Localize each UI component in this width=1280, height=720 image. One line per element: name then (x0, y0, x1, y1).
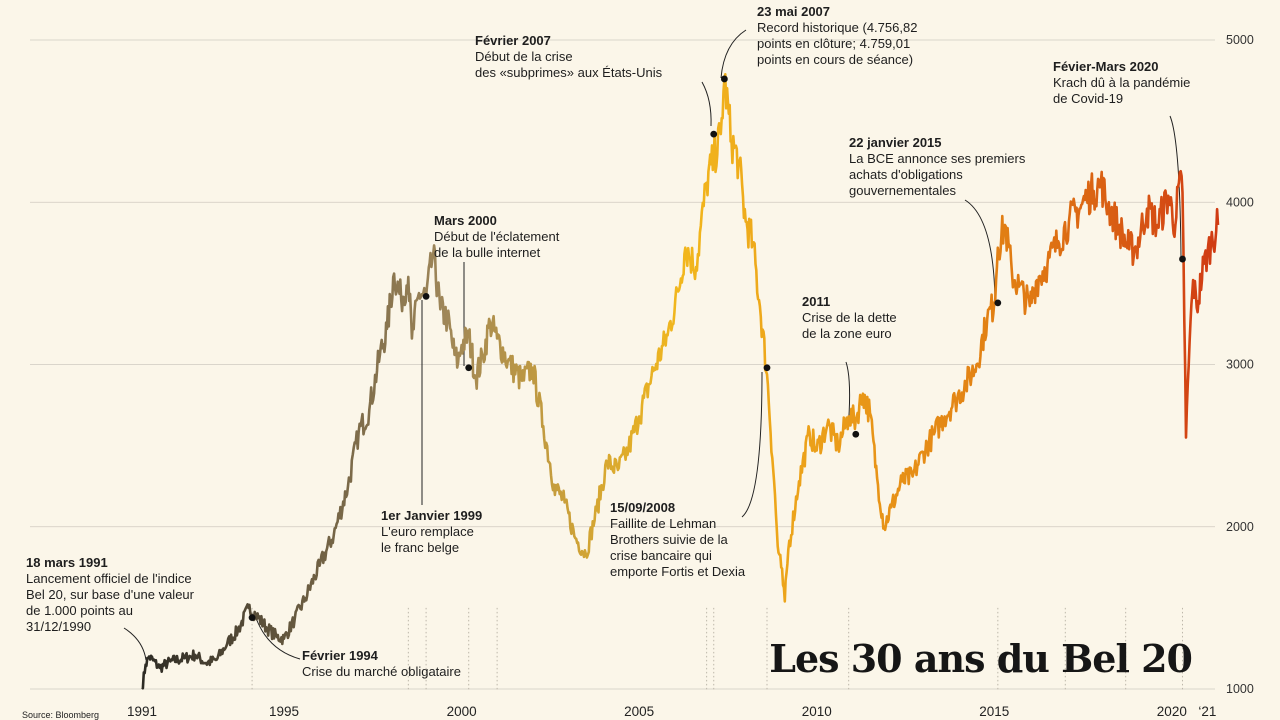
event-marker (710, 130, 718, 138)
annotation-heading: 23 mai 2007 (757, 4, 831, 19)
annotation-line: de Covid-19 (1053, 91, 1124, 106)
annotation-line: de la zone euro (802, 326, 892, 341)
x-tick-label: 2010 (802, 704, 832, 719)
event-marker (248, 614, 256, 622)
x-tick-label: 2015 (979, 704, 1009, 719)
annotation-connector (964, 199, 996, 303)
annotation-heading: Février 1994 (302, 648, 378, 663)
annotation-line: de la bulle internet (434, 245, 541, 260)
event-marker (994, 299, 1002, 307)
annotation-2007-feb: Février 2007 Début de la crise des «subp… (475, 33, 662, 81)
annotation-leader-lines (123, 29, 1183, 690)
event-marker (763, 364, 771, 372)
annotation-line: de 1.000 points au (26, 603, 133, 618)
annotation-connector (1169, 115, 1182, 259)
annotation-line: La BCE annonce ses premiers (849, 151, 1026, 166)
annotation-line: Crise du marché obligataire (302, 664, 461, 679)
annotation-2020: Févier-Mars 2020 Krach dû à la pandémie … (1053, 59, 1190, 107)
event-marker (465, 364, 473, 372)
annotation-line: Bel 20, sur base d'une valeur (26, 587, 194, 602)
annotation-line: achats d'obligations (849, 167, 963, 182)
annotation-connector (741, 371, 763, 518)
annotation-line: Début de la crise (475, 49, 573, 64)
annotation-line: Krach dû à la pandémie (1053, 75, 1191, 90)
annotation-connector (720, 29, 747, 79)
event-marker (422, 292, 430, 300)
annotation-2011: 2011 Crise de la dette de la zone euro (802, 294, 897, 342)
annotation-line: Brothers suivie de la (610, 532, 728, 547)
annotation-heading: Févier-Mars 2020 (1053, 59, 1159, 74)
x-tick-label: 2000 (447, 704, 477, 719)
chart-title: Les 30 ans du Bel 20 (769, 636, 1193, 681)
series-line-bel20 (141, 73, 1220, 690)
annotation-2007-may: 23 mai 2007 Record historique (4.756,82 … (757, 4, 917, 68)
x-tick-label: ‘21 (1198, 704, 1216, 719)
annotation-line: points en cours de séance) (757, 52, 914, 67)
annotation-connector (123, 627, 147, 661)
y-tick-label: 5000 (1226, 33, 1254, 47)
y-tick-label: 2000 (1226, 520, 1254, 534)
annotation-1999: 1er Janvier 1999 L'euro remplace le fran… (381, 508, 482, 556)
x-tick-label: 2005 (624, 704, 654, 719)
y-tick-label: 1000 (1226, 682, 1254, 696)
annotation-line: des «subprimes» aux États-Unis (475, 65, 663, 80)
annotation-line: L'euro remplace (381, 524, 474, 539)
series-group (141, 73, 1220, 690)
gridlines (30, 39, 1215, 690)
event-marker (720, 75, 728, 83)
annotation-heading: 18 mars 1991 (26, 555, 108, 570)
annotation-1991: 18 mars 1991 Lancement officiel de l'ind… (26, 555, 194, 635)
annotation-heading: 2011 (802, 294, 831, 309)
annotation-1994: Février 1994 Crise du marché obligataire (302, 648, 461, 680)
x-tick-label: 1991 (127, 704, 157, 719)
annotation-heading: Février 2007 (475, 33, 551, 48)
y-tick-label: 3000 (1226, 358, 1254, 372)
annotation-heading: 1er Janvier 1999 (381, 508, 483, 523)
annotation-2008: 15/09/2008 Faillite de Lehman Brothers s… (610, 500, 745, 580)
annotation-line: crise bancaire qui (610, 548, 712, 563)
annotation-line: emporte Fortis et Dexia (610, 564, 746, 579)
event-marker (852, 430, 860, 438)
x-tick-label: 2020 (1157, 704, 1187, 719)
annotation-line: Début de l'éclatement (434, 229, 560, 244)
annotation-2015: 22 janvier 2015 La BCE annonce ses premi… (849, 135, 1025, 199)
event-markers (248, 75, 1186, 622)
event-marker (1179, 255, 1186, 263)
annotation-2000: Mars 2000 Début de l'éclatement de la bu… (434, 213, 559, 261)
annotation-line: le franc belge (381, 540, 460, 555)
annotation-heading: Mars 2000 (434, 213, 497, 228)
annotation-line: gouvernementales (849, 183, 956, 198)
x-tick-label: 1995 (269, 704, 299, 719)
annotation-line: points en clôture; 4.759,01 (757, 36, 911, 51)
annotation-line: Lancement officiel de l'indice (26, 571, 192, 586)
annotation-heading: 15/09/2008 (610, 500, 676, 515)
source-note: Source: Bloomberg (22, 710, 100, 720)
annotation-line: Record historique (4.756,82 (757, 20, 918, 35)
annotation-line: 31/12/1990 (26, 619, 92, 634)
annotation-line: Faillite de Lehman (610, 516, 717, 531)
annotation-connector (701, 81, 712, 127)
y-tick-label: 4000 (1226, 195, 1254, 209)
axis-labels: 1000 2000 3000 4000 5000 1991 1995 2000 2005 2010… (127, 33, 1254, 719)
annotation-connector (255, 617, 301, 660)
annotation-line: Crise de la dette (802, 310, 897, 325)
annotation-heading: 22 janvier 2015 (849, 135, 942, 150)
